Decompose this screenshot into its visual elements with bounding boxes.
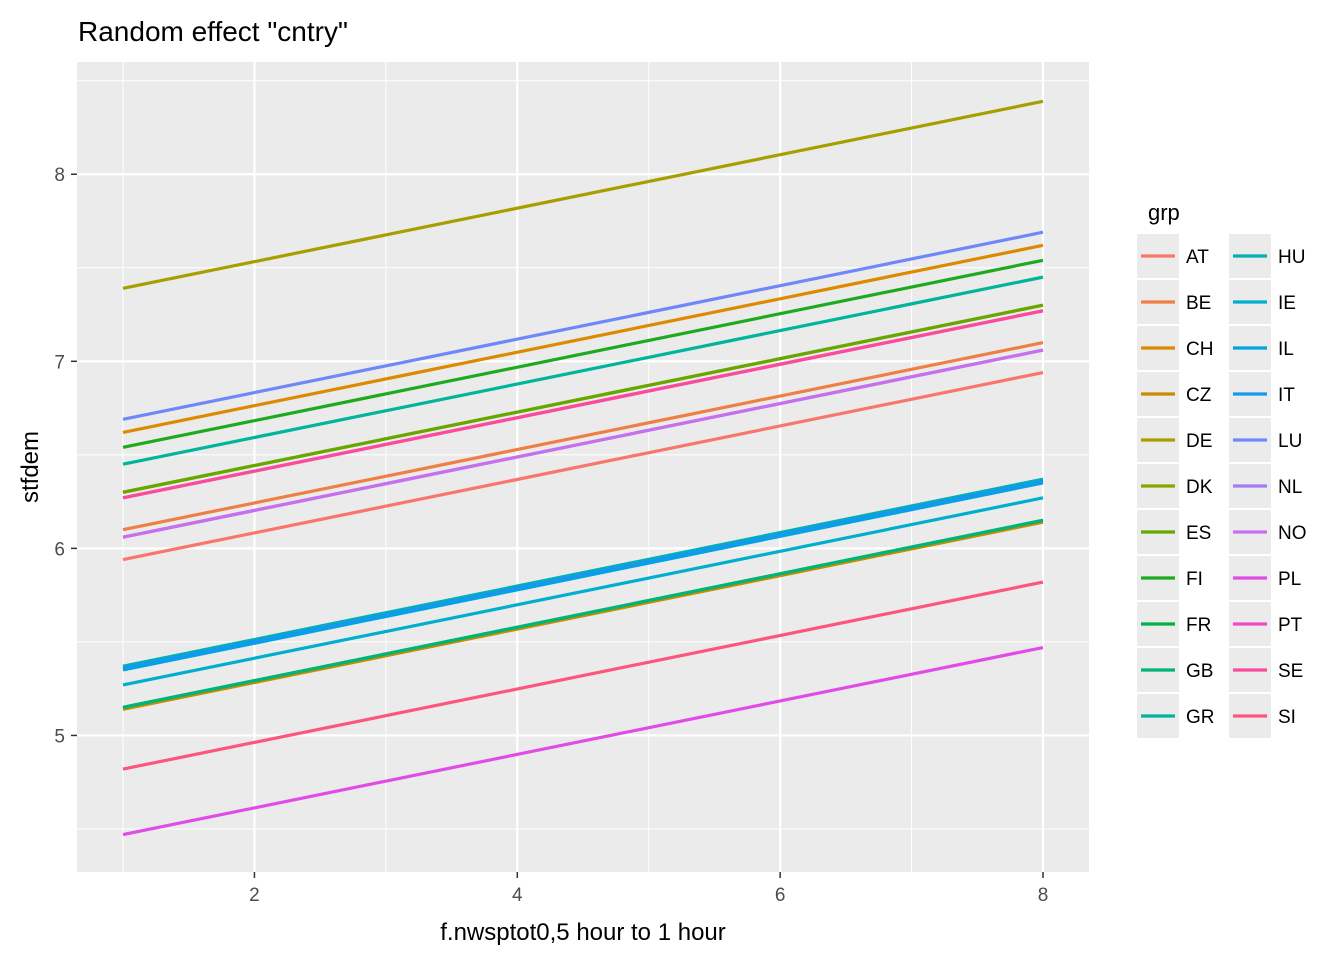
legend-label: DK bbox=[1186, 477, 1213, 498]
y-tick-label: 6 bbox=[54, 539, 65, 560]
legend-label: IE bbox=[1278, 293, 1296, 314]
series-line-be bbox=[122, 341, 1044, 532]
series-line-pl bbox=[122, 645, 1044, 837]
legend-label: HU bbox=[1278, 247, 1305, 268]
legend-label: CH bbox=[1186, 339, 1213, 360]
series-line-gb bbox=[122, 518, 1044, 709]
legend-label: SE bbox=[1278, 661, 1303, 682]
legend-label: LU bbox=[1278, 431, 1302, 452]
series-line-gr bbox=[122, 275, 1044, 466]
legend-label: GB bbox=[1186, 661, 1213, 682]
legend-label: BE bbox=[1186, 293, 1211, 314]
series-line-at bbox=[122, 370, 1044, 562]
legend-label: NO bbox=[1278, 523, 1307, 544]
series-line-fi bbox=[122, 258, 1044, 449]
series-line-ch bbox=[122, 243, 1044, 434]
legend-label: ES bbox=[1186, 523, 1211, 544]
legend-label: PT bbox=[1278, 615, 1303, 636]
legend-label: AT bbox=[1186, 247, 1209, 268]
legend-label: IL bbox=[1278, 339, 1294, 360]
legend-label: FR bbox=[1186, 615, 1211, 636]
y-tick-label: 5 bbox=[54, 726, 65, 747]
x-tick-label: 4 bbox=[512, 885, 523, 906]
legend-label: DE bbox=[1186, 431, 1212, 452]
x-tick-label: 2 bbox=[249, 885, 260, 906]
series-line-il bbox=[122, 481, 1044, 672]
legend-label: CZ bbox=[1186, 385, 1212, 406]
y-tick-label: 7 bbox=[54, 352, 65, 373]
legend-label: GR bbox=[1186, 707, 1215, 728]
chart-title: Random effect "cntry" bbox=[78, 16, 348, 47]
x-axis-label: f.nwsptot0,5 hour to 1 hour bbox=[440, 919, 726, 946]
y-axis-label: stfdem bbox=[17, 431, 44, 503]
series-line-si bbox=[122, 580, 1044, 771]
legend-label: IT bbox=[1278, 385, 1295, 406]
series-line-ie bbox=[122, 496, 1044, 687]
legend-label: SI bbox=[1278, 707, 1296, 728]
y-tick-label: 8 bbox=[54, 165, 65, 186]
x-tick-label: 8 bbox=[1038, 885, 1049, 906]
legend-label: NL bbox=[1278, 477, 1302, 498]
series-line-cz bbox=[122, 520, 1044, 711]
x-tick-label: 6 bbox=[775, 885, 786, 906]
series-line-lu bbox=[122, 230, 1044, 421]
series-line-es bbox=[122, 303, 1044, 494]
series-line-hu bbox=[122, 477, 1044, 668]
legend-label: PL bbox=[1278, 569, 1301, 590]
legend-label: FI bbox=[1186, 569, 1203, 590]
legend-title: grp bbox=[1148, 200, 1180, 225]
series-line-se bbox=[122, 309, 1044, 500]
series-line-it bbox=[122, 479, 1044, 670]
series-line-no bbox=[122, 348, 1044, 539]
series-line-de bbox=[122, 99, 1044, 290]
